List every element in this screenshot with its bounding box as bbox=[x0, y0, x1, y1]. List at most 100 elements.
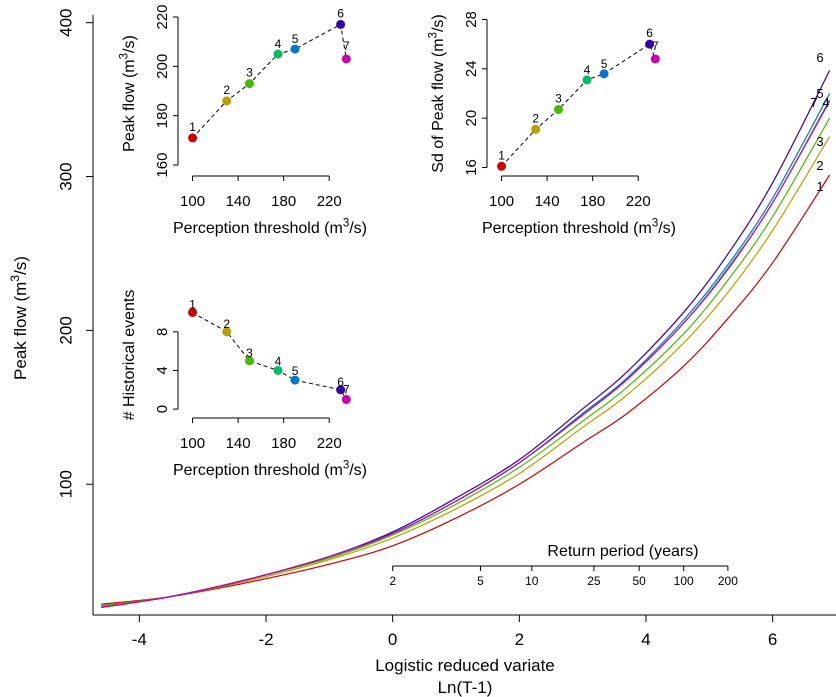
inset-point-4 bbox=[582, 75, 592, 85]
inset-point-label-7: 7 bbox=[343, 39, 350, 53]
series-end-label-4: 4 bbox=[822, 95, 829, 110]
x-tick-label: 0 bbox=[388, 630, 397, 649]
inset-y-axis-label: # Historical events bbox=[121, 290, 138, 421]
inset-point-6 bbox=[336, 19, 346, 29]
inset-x-tick-label: 140 bbox=[226, 435, 251, 452]
inset-point-label-4: 4 bbox=[584, 63, 591, 77]
inset-y-tick-label: 4 bbox=[154, 366, 171, 374]
inset-point-label-3: 3 bbox=[246, 66, 253, 80]
inset-x-axis-label: Perception threshold (m3/s) bbox=[173, 218, 367, 237]
inset-point-1 bbox=[188, 307, 198, 317]
series-end-label-6: 6 bbox=[816, 50, 823, 65]
return-period-tick-label: 25 bbox=[587, 574, 601, 588]
series-line-2 bbox=[101, 136, 831, 607]
inset-x-tick-label: 180 bbox=[271, 193, 296, 210]
inset-x-axis-label: Perception threshold (m3/s) bbox=[173, 460, 367, 479]
inset-point-label-7: 7 bbox=[343, 382, 350, 396]
inset-x-tick-label: 100 bbox=[180, 435, 205, 452]
inset-point-label-6: 6 bbox=[337, 6, 344, 20]
inset-point-label-1: 1 bbox=[189, 297, 196, 311]
inset-point-label-1: 1 bbox=[189, 120, 196, 134]
x-tick-label: 4 bbox=[641, 630, 650, 649]
x-axis-label: Logistic reduced variate bbox=[375, 656, 555, 675]
inset-point-label-1: 1 bbox=[498, 148, 505, 162]
inset-y-tick-label: 220 bbox=[154, 4, 171, 29]
inset-point-1 bbox=[188, 133, 198, 143]
inset-point-7 bbox=[341, 394, 351, 404]
inset-y-axis-label: Peak flow (m3/s) bbox=[119, 35, 138, 152]
inset-point-1 bbox=[497, 161, 507, 171]
inset-x-tick-label: 180 bbox=[271, 435, 296, 452]
inset-point-2 bbox=[222, 96, 232, 106]
return-period-tick-label: 100 bbox=[674, 574, 694, 588]
return-period-tick-label: 5 bbox=[477, 574, 484, 588]
inset-dashed-line bbox=[192, 312, 347, 400]
series-line-7 bbox=[101, 100, 831, 608]
inset-x-tick-label: 180 bbox=[580, 193, 605, 210]
inset-point-3 bbox=[245, 356, 254, 366]
inset-point-label-3: 3 bbox=[555, 92, 562, 106]
inset-point-5 bbox=[599, 69, 609, 79]
inset-hist: 100 140 180 220 0 4 8 Perception threshold (m3/… bbox=[121, 290, 367, 479]
series-end-label-5: 5 bbox=[816, 86, 823, 101]
inset-point-7 bbox=[650, 54, 660, 64]
y-tick-label: 100 bbox=[56, 470, 75, 498]
inset-x-tick-label: 100 bbox=[489, 193, 514, 210]
inset-x-tick-label: 220 bbox=[317, 435, 342, 452]
return-period-tick-label: 50 bbox=[632, 574, 646, 588]
inset-point-label-3: 3 bbox=[246, 346, 253, 360]
inset-peak: 100 140 180 220 160 180 200 220 Perception thres… bbox=[119, 4, 367, 237]
x-tick-label: 2 bbox=[515, 630, 524, 649]
series-end-label-2: 2 bbox=[816, 158, 823, 173]
series-end-label-3: 3 bbox=[816, 134, 823, 149]
inset-point-6 bbox=[645, 39, 655, 49]
y-tick-label: 300 bbox=[56, 162, 75, 190]
y-tick-label: 400 bbox=[56, 9, 75, 37]
series-end-label-7: 7 bbox=[810, 95, 817, 110]
inset-point-label-2: 2 bbox=[223, 83, 230, 97]
y-tick-label: 200 bbox=[56, 316, 75, 344]
series-line-3 bbox=[101, 117, 831, 607]
inset-point-label-5: 5 bbox=[292, 364, 299, 378]
inset-y-tick-label: 28 bbox=[463, 11, 480, 28]
inset-x-tick-label: 220 bbox=[317, 193, 342, 210]
return-period-title: Return period (years) bbox=[547, 543, 698, 560]
inset-point-5 bbox=[290, 44, 300, 54]
x-tick-label: 6 bbox=[768, 630, 777, 649]
inset-y-axis-label: Sd of Peak flow (m3/s) bbox=[428, 14, 447, 172]
series-end-label-1: 1 bbox=[816, 179, 823, 194]
x-axis-label-2: Ln(T-1) bbox=[438, 678, 493, 697]
return-period-tick-label: 10 bbox=[525, 574, 539, 588]
inset-y-tick-label: 24 bbox=[463, 60, 480, 77]
inset-y-tick-label: 200 bbox=[154, 54, 171, 79]
inset-x-tick-label: 220 bbox=[626, 193, 651, 210]
inset-point-4 bbox=[273, 49, 283, 59]
inset-x-tick-label: 140 bbox=[535, 193, 560, 210]
inset-point-7 bbox=[341, 54, 351, 64]
inset-y-tick-label: 16 bbox=[463, 159, 480, 176]
inset-x-tick-label: 140 bbox=[226, 193, 251, 210]
inset-x-axis-label: Perception threshold (m3/s) bbox=[482, 218, 676, 237]
inset-point-3 bbox=[245, 79, 254, 89]
inset-point-label-4: 4 bbox=[275, 354, 282, 368]
inset-y-tick-label: 160 bbox=[154, 153, 171, 178]
inset-point-3 bbox=[554, 105, 563, 115]
inset-y-tick-label: 20 bbox=[463, 110, 480, 127]
inset-point-label-6: 6 bbox=[646, 26, 653, 40]
inset-point-label-5: 5 bbox=[601, 57, 608, 71]
inset-point-label-5: 5 bbox=[292, 32, 299, 46]
inset-point-label-2: 2 bbox=[532, 111, 539, 125]
series-line-6 bbox=[101, 70, 831, 608]
inset-point-2 bbox=[222, 327, 232, 337]
series-line-1 bbox=[101, 174, 831, 605]
inset-dashed-line bbox=[501, 43, 656, 167]
inset-point-4 bbox=[273, 365, 283, 375]
inset-y-tick-label: 180 bbox=[154, 103, 171, 128]
x-tick-label: -2 bbox=[258, 630, 273, 649]
inset-y-tick-label: 8 bbox=[154, 328, 171, 336]
inset-y-tick-label: 0 bbox=[154, 405, 171, 413]
inset-dashed-line bbox=[192, 23, 347, 139]
